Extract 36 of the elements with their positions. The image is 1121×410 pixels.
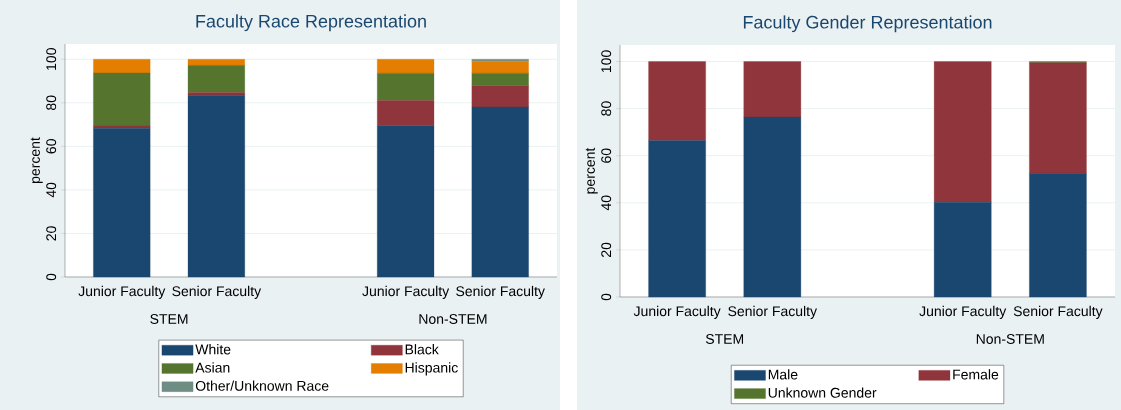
chart-title: Faculty Gender Representation bbox=[743, 15, 992, 33]
text: STEM bbox=[150, 314, 188, 324]
legend-label: Female bbox=[953, 369, 999, 380]
y-tick-label: 20 bbox=[46, 226, 57, 241]
x-tick-label: Senior Faculty bbox=[172, 285, 262, 299]
legend-label: White bbox=[195, 344, 231, 355]
y-tick-label: 80 bbox=[46, 95, 57, 110]
x-tick-label: Junior Faculty bbox=[78, 285, 166, 299]
y-tick-label: 60 bbox=[601, 148, 612, 163]
y-tick-label: 20 bbox=[601, 242, 612, 257]
x-tick-label: Junior Faculty bbox=[362, 285, 450, 299]
legend-label: Hispanic bbox=[405, 362, 458, 376]
x-tick-label: Junior Faculty bbox=[919, 305, 1007, 319]
y-tick-label: 100 bbox=[46, 48, 57, 70]
x-tick-label: Senior Faculty bbox=[1013, 305, 1103, 319]
y-axis-title: percent bbox=[30, 137, 43, 183]
text: Non-STEM bbox=[419, 314, 487, 324]
y-tick-label: 100 bbox=[601, 50, 612, 73]
y-tick-label: 40 bbox=[601, 195, 612, 211]
y-axis-title: percent bbox=[585, 147, 598, 194]
y-tick-label: 0 bbox=[46, 273, 57, 281]
chart-title: Faculty Race Representation bbox=[196, 14, 426, 32]
y-tick-label: 0 bbox=[601, 293, 612, 301]
y-tick-label: 40 bbox=[46, 182, 57, 198]
y-tick-label: 80 bbox=[601, 101, 612, 116]
legend-label: Asian bbox=[195, 362, 230, 373]
legend-label: Other/Unknown Race bbox=[195, 380, 329, 391]
y-tick-label: 60 bbox=[46, 139, 57, 154]
x-tick-label: Junior Faculty bbox=[633, 305, 721, 319]
x-tick-label: Senior Faculty bbox=[728, 305, 818, 319]
x-tick-label: Senior Faculty bbox=[456, 285, 545, 299]
text: STEM bbox=[705, 334, 744, 344]
text: Non-STEM bbox=[976, 334, 1044, 344]
legend-label: Black bbox=[405, 344, 439, 355]
legend-label: Male bbox=[768, 369, 798, 380]
legend-label: Unknown Gender bbox=[768, 387, 877, 398]
